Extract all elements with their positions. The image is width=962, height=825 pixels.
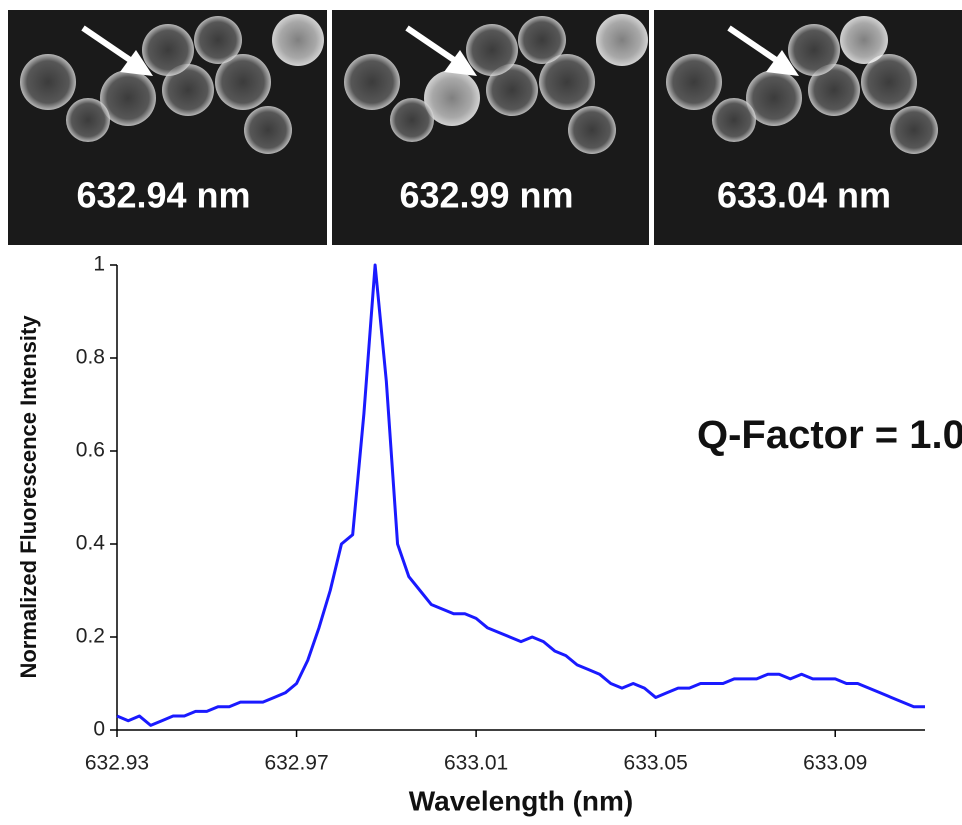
bead (66, 98, 110, 142)
panel-label: 633.04 nm (717, 175, 891, 216)
x-tick-label: 633.09 (803, 752, 867, 775)
bead (424, 70, 480, 126)
arrow-head (766, 50, 799, 76)
panel-label: 632.94 nm (76, 175, 250, 216)
bead (466, 24, 518, 76)
bead (746, 70, 802, 126)
y-tick-label: 0 (93, 718, 105, 741)
plot: 0 0.2 0.4 0.6 0.8 1 632.93 632.97 633.01 633.05 63… (76, 253, 925, 775)
bead (712, 98, 756, 142)
bead (788, 24, 840, 76)
panel-label: 632.99 nm (399, 175, 573, 216)
y-axis-title: Normalized Fluorescence Intensity (16, 315, 41, 679)
y-tick-label: 0.4 (76, 532, 106, 555)
bead (20, 54, 76, 110)
bead (840, 16, 888, 64)
bead (568, 106, 616, 154)
bead (142, 24, 194, 76)
x-tick-label: 633.01 (444, 752, 508, 775)
image-panels: 632.94 nm 632.99 nm 633.04 nm (8, 10, 962, 245)
annotation: Q-Factor = 1.0 x 105 (697, 401, 962, 457)
arrow-shaft (727, 25, 781, 65)
y-tick-label: 0.6 (76, 439, 105, 462)
bead (890, 106, 938, 154)
bead (194, 16, 242, 64)
x-tick-label: 633.05 (624, 752, 688, 775)
bead (518, 16, 566, 64)
annotation-text: Q-Factor = 1.0 x 10 (697, 413, 962, 457)
arrow-head (120, 50, 153, 76)
y-tick-label: 0.2 (76, 625, 105, 648)
bead (272, 14, 324, 66)
bead (539, 54, 595, 110)
bead (596, 14, 648, 66)
bead (100, 70, 156, 126)
bead (808, 64, 860, 116)
bead (861, 54, 917, 110)
bead (390, 98, 434, 142)
bead (666, 54, 722, 110)
arrow-shaft (81, 25, 135, 65)
x-tick-label: 632.97 (264, 752, 328, 775)
x-tick-label: 632.93 (85, 752, 149, 775)
x-axis-title: Wavelength (nm) (409, 785, 634, 816)
bead (162, 64, 214, 116)
arrow-head (444, 50, 477, 76)
y-tick-label: 0.8 (76, 346, 105, 369)
bead (486, 64, 538, 116)
data-line (116, 263, 925, 727)
arrow-shaft (405, 25, 459, 65)
bead (244, 106, 292, 154)
bead (344, 54, 400, 110)
bead (215, 54, 271, 110)
y-tick-label: 1 (93, 253, 105, 276)
